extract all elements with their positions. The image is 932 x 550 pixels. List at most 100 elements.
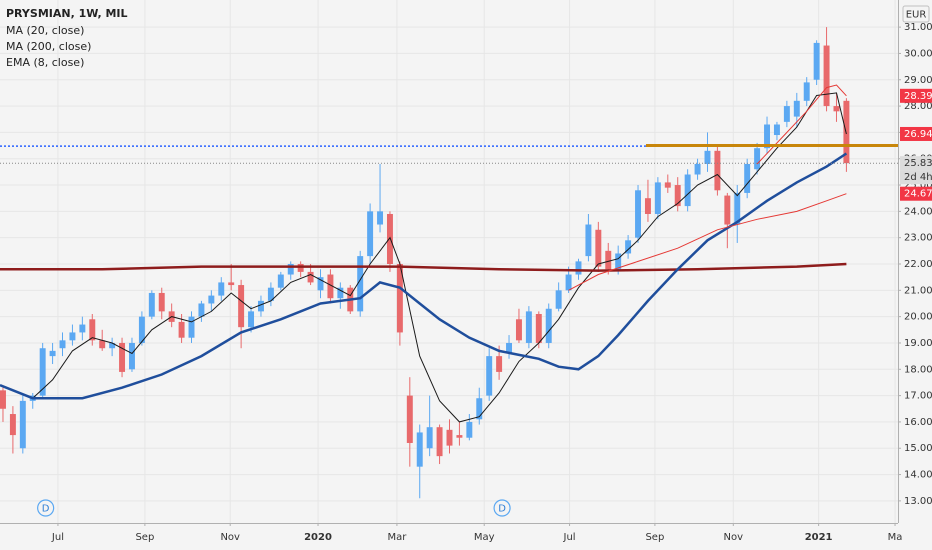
currency-box: [902, 5, 930, 23]
y-tick-label: 14.00: [904, 470, 932, 481]
x-tick-label: May: [474, 532, 495, 543]
candle-body: [714, 150, 721, 191]
candle-body: [406, 395, 413, 443]
indicator-line: [0, 152, 848, 400]
candle-body: [99, 340, 106, 349]
candle-body: [208, 295, 215, 304]
candle-body: [446, 429, 453, 446]
dividend-label: D: [42, 504, 50, 515]
candle-body: [307, 271, 314, 283]
candle-body: [19, 400, 26, 449]
candle-body: [813, 42, 820, 80]
y-tick-label: 29.00: [904, 75, 932, 86]
y-tick-label: 18.00: [904, 364, 932, 375]
candle-body: [625, 240, 632, 254]
candle-body: [664, 182, 671, 188]
candle-body: [188, 316, 195, 338]
candle-body: [506, 342, 513, 354]
candle-body: [615, 253, 622, 270]
y-tick-label: 17.00: [904, 391, 932, 402]
candle-body: [0, 390, 6, 409]
candle-body: [138, 316, 145, 343]
candle-body: [357, 256, 364, 312]
candle-body: [59, 340, 66, 349]
candle-body: [456, 435, 463, 438]
candle-body: [396, 264, 403, 333]
candle-body: [476, 398, 483, 420]
candle-body: [317, 277, 324, 291]
price-label-box: [900, 88, 932, 103]
y-tick-label: 16.00: [904, 417, 932, 428]
candle-body: [79, 324, 86, 333]
candle-body: [694, 163, 701, 175]
candle-body: [674, 185, 681, 207]
dividend-marker: [493, 499, 511, 517]
x-tick-label: Mar: [387, 532, 407, 543]
candle-body: [555, 290, 562, 309]
candle-body: [128, 342, 135, 370]
candle-body: [218, 282, 225, 296]
candle-body: [238, 285, 245, 328]
x-tick-label: Nov: [724, 532, 744, 543]
legend-entry: EMA (8, close): [6, 56, 84, 69]
x-tick-label: Ma: [888, 532, 903, 543]
legend-entry: MA (200, close): [6, 40, 91, 53]
y-tick-label: 25.00: [904, 180, 932, 191]
candle-body: [109, 342, 116, 349]
candle-body: [773, 124, 780, 136]
y-tick-label: 20.00: [904, 312, 932, 323]
candle-body: [277, 274, 284, 288]
candle-body: [575, 261, 582, 275]
price-label: 26.94: [904, 129, 932, 140]
candle-body: [267, 287, 274, 301]
candle-body: [654, 182, 661, 214]
candle-body: [148, 292, 155, 317]
candle-body: [823, 45, 830, 107]
candle-body: [297, 264, 304, 272]
candle-body: [535, 314, 542, 343]
candle-body: [158, 292, 165, 312]
candle-body: [337, 287, 344, 299]
candle-body: [644, 198, 651, 214]
candle-body: [635, 190, 642, 238]
chart-title: PRYSMIAN, 1W, MIL: [6, 7, 128, 20]
x-tick-label: 2020: [304, 532, 332, 543]
x-tick-label: 2021: [805, 532, 833, 543]
candle-body: [9, 414, 16, 436]
candle-body: [39, 348, 46, 396]
candle-body: [565, 274, 572, 291]
candle-body: [426, 427, 433, 449]
candle-body: [545, 308, 552, 343]
price-label: 28.39: [904, 91, 932, 102]
candle-body: [515, 319, 522, 341]
candle-body: [684, 174, 691, 207]
y-tick-label: 15.00: [904, 443, 932, 454]
y-tick-label: 22.00: [904, 259, 932, 270]
candle-body: [744, 163, 751, 193]
y-tick-label: 13.00: [904, 496, 932, 507]
candle-body: [89, 319, 96, 341]
candle-body: [496, 356, 503, 372]
price-label: 25.83: [904, 158, 932, 169]
dividend-label: D: [498, 504, 506, 515]
x-tick-label: Sep: [135, 532, 154, 543]
candle-body: [178, 321, 185, 338]
candle-body: [257, 300, 264, 312]
candle-body: [783, 106, 790, 122]
candle-body: [486, 356, 493, 396]
candle-body: [436, 427, 443, 457]
candle-body: [833, 106, 840, 112]
x-tick-label: Sep: [645, 532, 664, 543]
price-label-box: [900, 186, 932, 201]
axes: 13.00 14.00 15.00 16.00 17.00 18.00 19.00 20.00…: [51, 22, 932, 543]
candle-body: [228, 282, 235, 286]
candle-body: [764, 124, 770, 149]
dividend-marker: [37, 499, 55, 517]
candle-body: [367, 211, 374, 257]
candle-body: [803, 82, 810, 101]
candle-body: [287, 264, 294, 275]
candle-body: [466, 421, 473, 438]
candle-body: [416, 432, 423, 467]
